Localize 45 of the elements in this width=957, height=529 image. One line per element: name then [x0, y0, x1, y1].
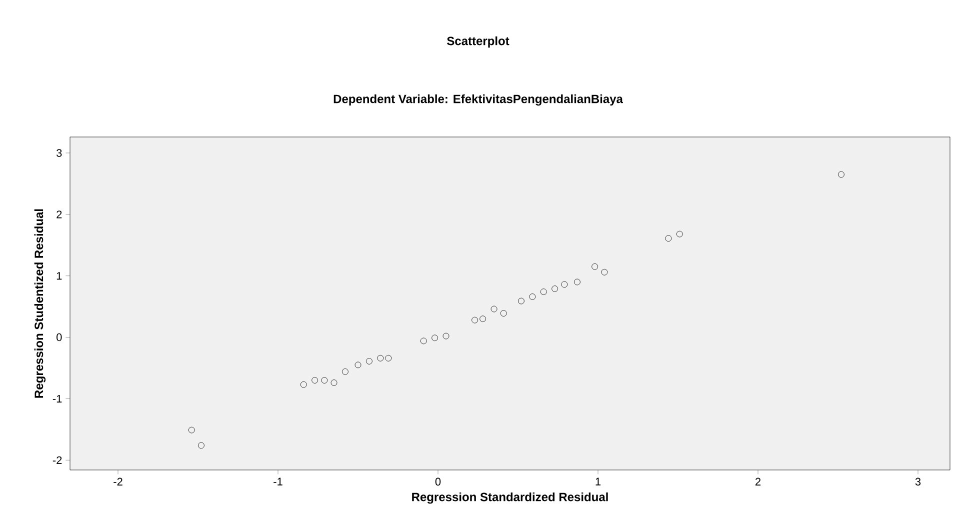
point: [574, 278, 580, 286]
point: [198, 442, 204, 449]
chart-subtitle: Dependent Variable: EfektivitasPengendalianBiaya: [334, 94, 624, 106]
x-tick-label: 0: [435, 478, 441, 486]
point: [354, 362, 362, 368]
y-tick-label: 3: [56, 149, 62, 157]
point: [312, 377, 318, 384]
point: [500, 310, 507, 317]
point: [676, 230, 683, 238]
point: [342, 368, 348, 375]
point: [188, 426, 195, 434]
y-tick-label: 0: [56, 333, 62, 342]
point: [366, 358, 372, 364]
x-tick-label: 2: [755, 478, 761, 486]
y-axis-title: Regression Studentized Residual: [34, 209, 46, 398]
point: [518, 298, 524, 304]
x-axis-title: Regression Standardized Residual: [412, 492, 608, 504]
point: [480, 316, 486, 322]
point: [442, 332, 450, 340]
point: [377, 354, 384, 362]
point: [472, 316, 478, 324]
point: [300, 381, 307, 388]
x-tick-label: 3: [915, 478, 921, 486]
point: [601, 268, 608, 276]
y-tick-label: 2: [56, 210, 62, 218]
point: [432, 334, 438, 342]
point: [330, 380, 338, 386]
y-tick-label: -1: [52, 394, 62, 402]
x-tick-label: 1: [596, 478, 601, 486]
point: [561, 281, 568, 288]
chart-title: Scatterplot: [447, 36, 510, 48]
x-tick-label: -1: [274, 478, 282, 486]
point: [552, 286, 558, 292]
y-tick-label: 1: [56, 272, 62, 280]
point: [321, 377, 328, 384]
x-tick-label: -2: [114, 478, 122, 486]
y-tick-label: -2: [52, 456, 62, 464]
point: [385, 354, 392, 362]
point: [529, 294, 536, 300]
point: [838, 171, 844, 178]
point: [420, 338, 427, 344]
point: [490, 306, 498, 312]
point: [665, 235, 672, 242]
point: [540, 288, 547, 296]
point: [592, 263, 598, 270]
